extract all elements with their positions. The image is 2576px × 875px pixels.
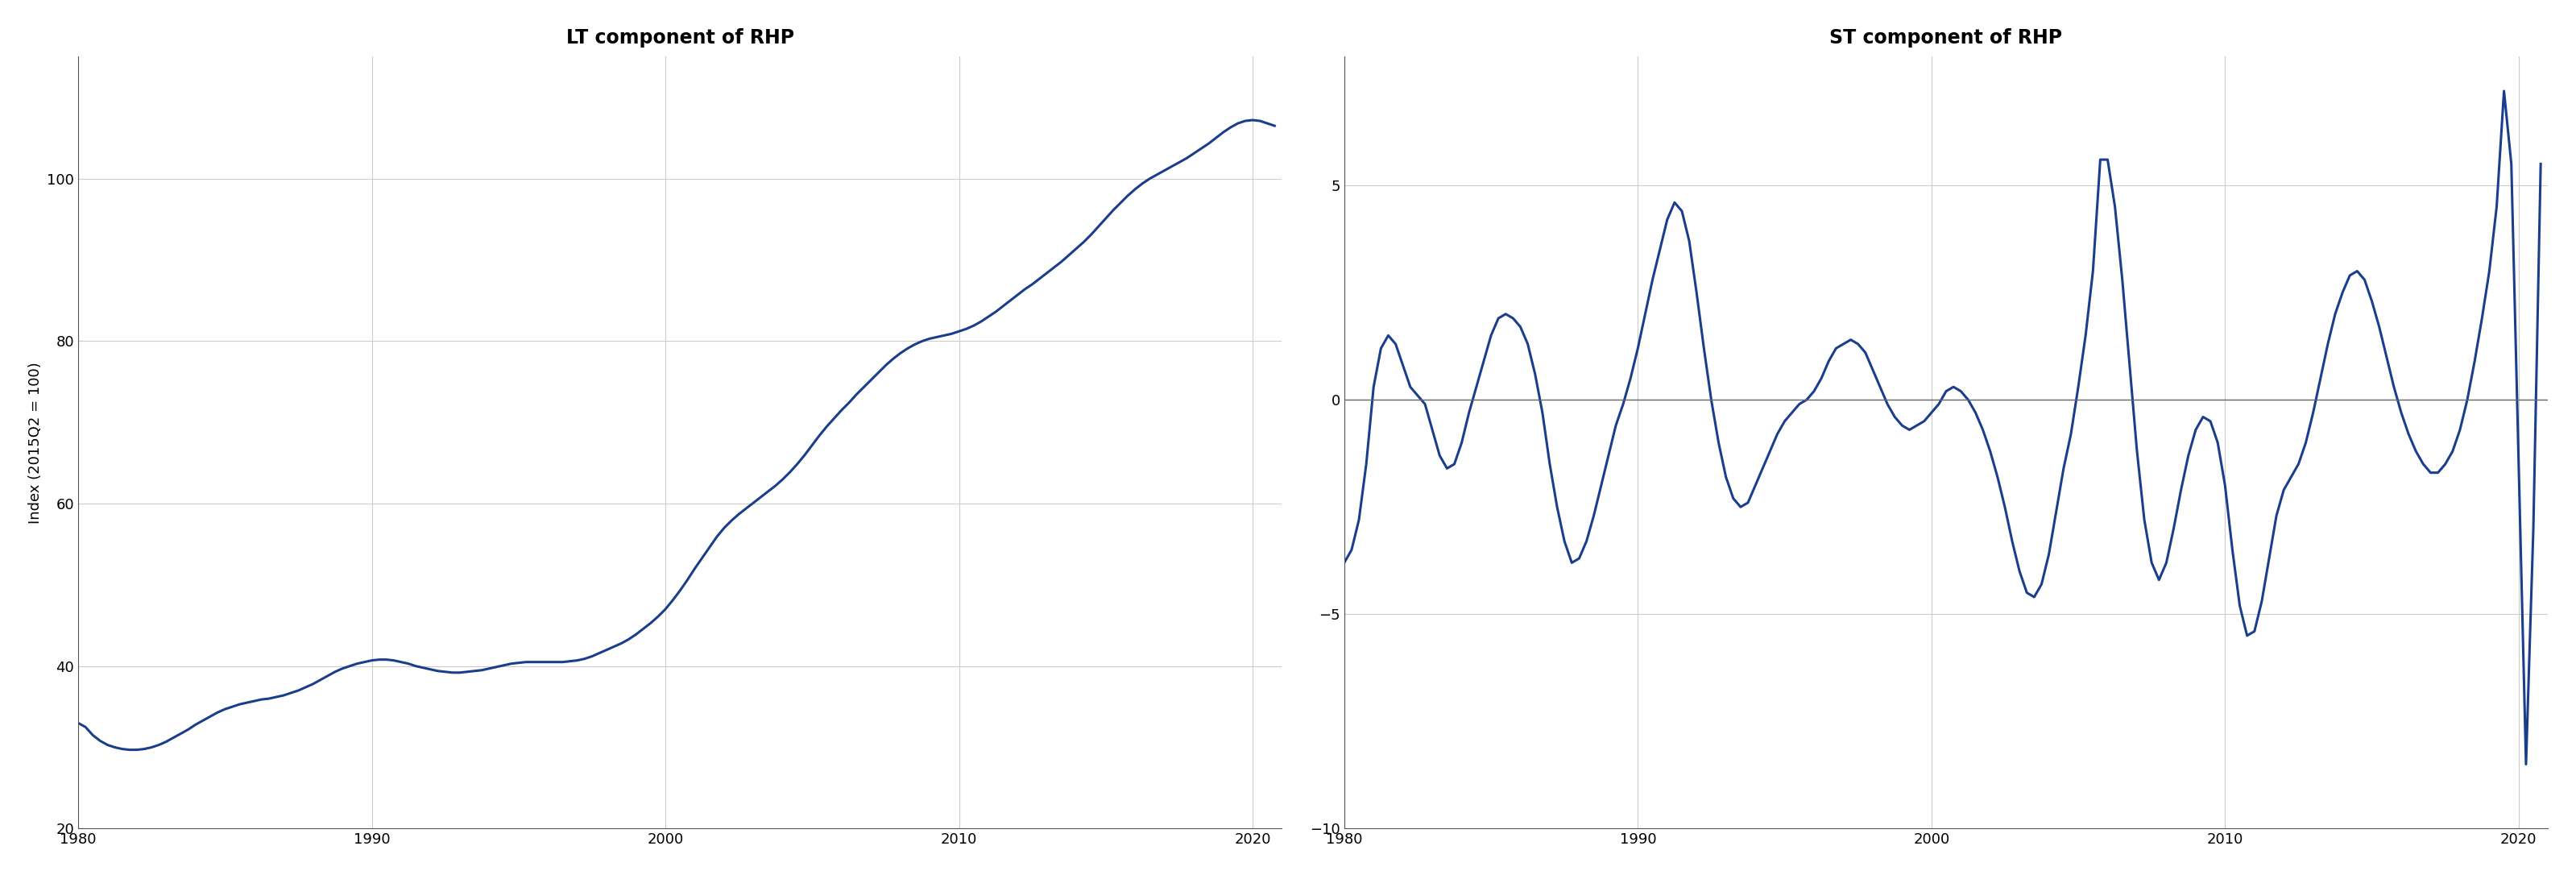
Y-axis label: Index (2015Q2 = 100): Index (2015Q2 = 100) [28,361,41,523]
Title: ST component of RHP: ST component of RHP [1829,28,2063,47]
Title: LT component of RHP: LT component of RHP [567,28,793,47]
